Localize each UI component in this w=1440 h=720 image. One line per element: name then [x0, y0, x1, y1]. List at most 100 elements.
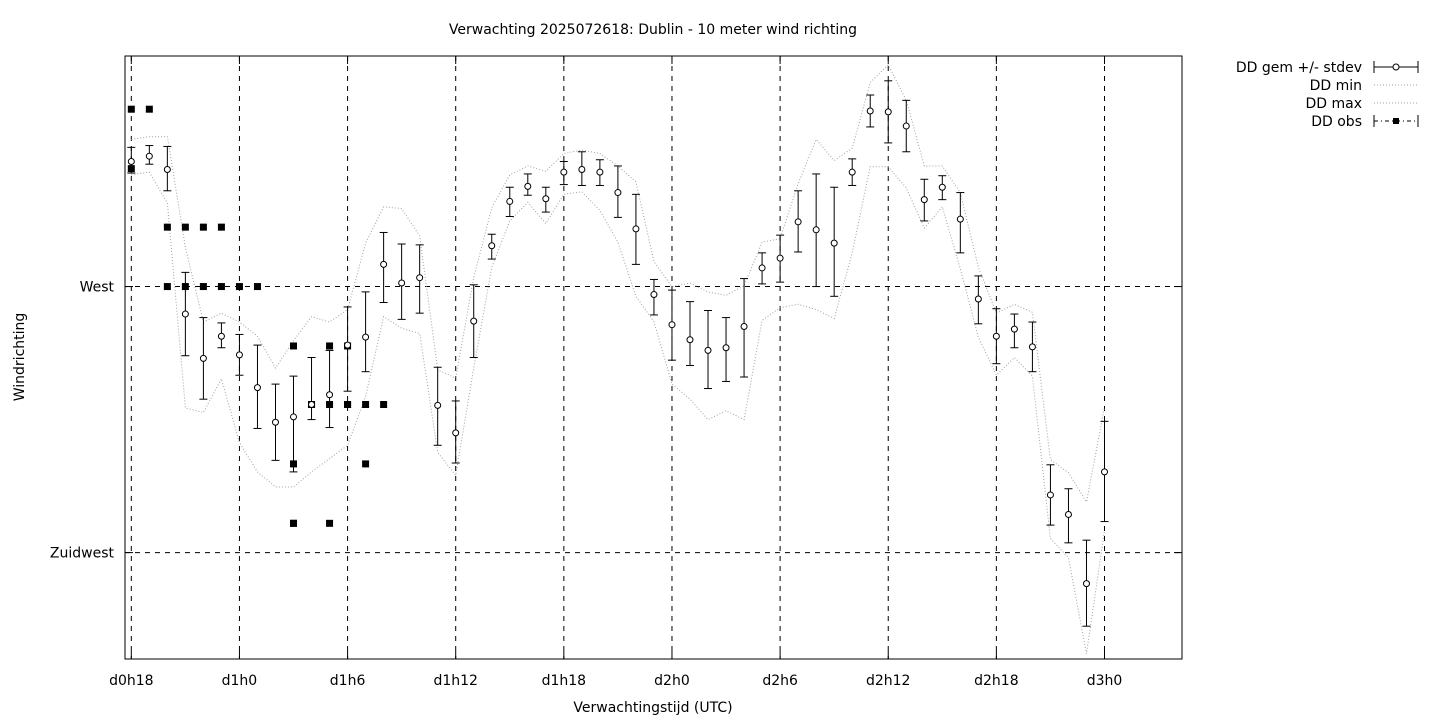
min-line [131, 166, 1105, 654]
obs-point [290, 519, 298, 527]
mean-point [1046, 491, 1054, 499]
legend-item-obs: DD obs [1311, 114, 1419, 130]
mean-point [542, 195, 550, 203]
legend-label-mean: DD gem +/- stdev [1236, 60, 1362, 76]
mean-point [668, 321, 676, 329]
mean-point [127, 158, 135, 166]
mean-point [614, 189, 622, 197]
mean-point [290, 413, 298, 421]
obs-point [199, 283, 207, 291]
mean-point [524, 182, 532, 190]
mean-point [722, 344, 730, 352]
mean-point [163, 166, 171, 174]
legend-label-obs: DD obs [1311, 114, 1362, 130]
mean-point [884, 108, 892, 116]
mean-point [1064, 510, 1072, 518]
obs-point [326, 342, 334, 350]
obs-point [253, 283, 261, 291]
mean-point [956, 215, 964, 223]
mean-point [235, 351, 243, 359]
x-tick-label: d2h0 [654, 673, 690, 689]
y-axis-ticks: Zuidwest West [50, 280, 1182, 562]
obs-point [217, 283, 225, 291]
x-tick-label: d1h18 [542, 673, 586, 689]
mean-point [1028, 343, 1036, 351]
mean-point [992, 332, 1000, 340]
mean-point [758, 264, 766, 272]
mean-point [470, 317, 478, 325]
obs-point [290, 342, 298, 350]
mean-point [812, 226, 820, 234]
mean-point [686, 336, 694, 344]
mean-point [362, 333, 370, 341]
y-axis-label: Windrichting [12, 313, 28, 402]
legend: DD gem +/- stdev DD min DD max DD obs [1236, 60, 1419, 130]
mean-point [902, 122, 910, 130]
legend-swatch-obs [1373, 115, 1419, 127]
mean-point [1101, 468, 1109, 476]
x-axis-ticks: d0h18 d1h0 d1h6 d1h12 d1h18 d2h0 d2h6 d2h12 d2h1… [109, 56, 1122, 689]
mean-point [974, 295, 982, 303]
x-tick-label: d1h12 [433, 673, 477, 689]
mean-point [308, 400, 316, 408]
obs-point [362, 400, 370, 408]
x-tick-label: d1h6 [330, 673, 366, 689]
obs-point [145, 105, 153, 113]
mean-errorbars [127, 80, 1109, 627]
mean-point [704, 346, 712, 354]
x-axis-label: Verwachtingstijd (UTC) [573, 700, 732, 716]
mean-point [740, 322, 748, 330]
obs-point [217, 223, 225, 231]
plot-frame [124, 55, 1183, 660]
mean-point [488, 242, 496, 250]
obs-point [127, 105, 135, 113]
mean-point [1082, 580, 1090, 588]
mean-point [199, 354, 207, 362]
legend-swatch-mean [1373, 61, 1419, 73]
obs-point [163, 223, 171, 231]
legend-item-mean: DD gem +/- stdev [1236, 60, 1419, 76]
mean-point [452, 429, 460, 437]
x-tick-label: d2h18 [974, 673, 1018, 689]
mean-point [434, 401, 442, 409]
obs-point [199, 223, 207, 231]
mean-point [380, 260, 388, 268]
x-tick-label: d2h6 [762, 673, 798, 689]
legend-label-max: DD max [1305, 96, 1362, 112]
x-tick-label: d3h0 [1087, 673, 1123, 689]
x-tick-label: d0h18 [109, 673, 153, 689]
y-tick-label: West [80, 280, 115, 296]
legend-item-max: DD max [1305, 96, 1418, 112]
mean-point [596, 168, 604, 176]
mean-point [830, 239, 838, 247]
mean-point [632, 225, 640, 233]
mean-point [271, 418, 279, 426]
mean-point [416, 274, 424, 282]
obs-point [362, 460, 370, 468]
x-tick-label: d2h12 [866, 673, 910, 689]
mean-point [344, 341, 352, 349]
mean-point [560, 168, 568, 176]
mean-point [253, 384, 261, 392]
obs-point [326, 519, 334, 527]
legend-label-min: DD min [1310, 78, 1362, 94]
obs-point [344, 400, 352, 408]
x-tick-label: d1h0 [222, 673, 258, 689]
obs-point [380, 400, 388, 408]
obs-point [163, 283, 171, 291]
obs-point [235, 283, 243, 291]
mean-point [326, 391, 334, 399]
mean-point [848, 168, 856, 176]
mean-point [776, 254, 784, 262]
chart-title: Verwachting 2025072618: Dublin - 10 mete… [449, 22, 857, 38]
min-max-lines [131, 64, 1105, 654]
mean-point [920, 196, 928, 204]
mean-point [217, 332, 225, 340]
mean-point [1010, 325, 1018, 333]
obs-point [181, 223, 189, 231]
mean-point [794, 218, 802, 226]
mean-point [866, 107, 874, 115]
mean-point [938, 183, 946, 191]
mean-point [650, 291, 658, 299]
